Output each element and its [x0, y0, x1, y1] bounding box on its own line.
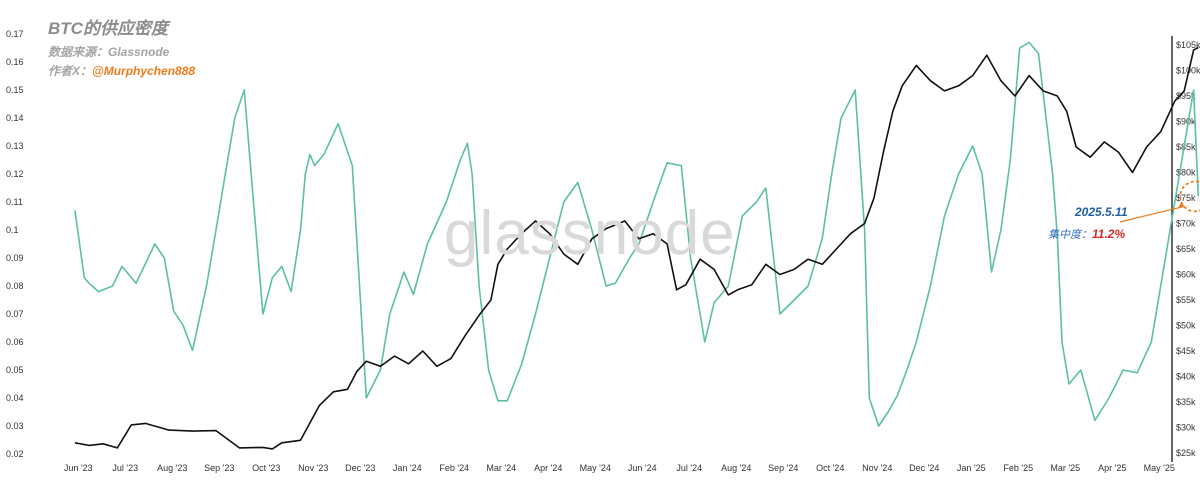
left-tick-label: 0.11 — [6, 197, 23, 207]
left-tick-label: 0.05 — [6, 365, 24, 375]
left-tick-label: 0.1 — [6, 225, 19, 235]
right-tick-label: $70k — [1176, 219, 1196, 229]
left-tick-label: 0.12 — [6, 169, 24, 179]
series-layer — [74, 41, 1200, 450]
left-axis: 0.02 0.03 0.04 0.05 0.06 0.07 0.08 0.09 0.1 0.11 0… — [6, 29, 24, 459]
left-tick-label: 0.16 — [6, 57, 24, 67]
x-tick-label: May '25 — [1144, 463, 1175, 473]
left-tick-label: 0.13 — [6, 141, 24, 151]
left-tick-label: 0.04 — [6, 393, 24, 403]
callout-circle — [1179, 180, 1200, 213]
x-tick-label: Dec '23 — [345, 463, 375, 473]
x-tick-label: Mar '25 — [1050, 463, 1080, 473]
right-tick-label: $105k — [1176, 40, 1200, 50]
x-tick-label: Jan '24 — [393, 463, 422, 473]
left-tick-label: 0.03 — [6, 421, 24, 431]
x-tick-label: Jul '23 — [112, 463, 138, 473]
x-tick-label: Apr '25 — [1098, 463, 1126, 473]
x-tick-label: Jun '24 — [628, 463, 657, 473]
right-tick-label: $85k — [1176, 142, 1196, 152]
callout-arrow-head — [1178, 202, 1185, 208]
x-axis: Jun '23 Jul '23 Aug '23 Sep '23 Oct '23 Nov '… — [64, 463, 1175, 473]
x-tick-label: Mar '24 — [486, 463, 516, 473]
annotation-concentration: 集中度：11.2% — [1048, 226, 1125, 242]
right-tick-label: $25k — [1176, 448, 1196, 458]
right-tick-label: $60k — [1176, 270, 1196, 280]
density-series-line — [74, 41, 1200, 427]
x-tick-label: Jun '23 — [64, 463, 93, 473]
right-tick-label: $45k — [1176, 346, 1196, 356]
left-tick-label: 0.08 — [6, 281, 24, 291]
author-line: 作者X：@Murphychen888 — [48, 62, 195, 79]
x-tick-label: Aug '23 — [157, 463, 187, 473]
left-tick-label: 0.09 — [6, 253, 24, 263]
x-tick-label: Oct '24 — [816, 463, 844, 473]
x-tick-label: Aug '24 — [721, 463, 751, 473]
right-tick-label: $90k — [1176, 117, 1196, 127]
right-tick-label: $35k — [1176, 397, 1196, 407]
right-tick-label: $80k — [1176, 168, 1196, 178]
right-tick-label: $30k — [1176, 423, 1196, 433]
x-tick-label: Jan '25 — [957, 463, 986, 473]
left-tick-label: 0.14 — [6, 113, 24, 123]
annotation-date: 2025.5.11 — [1075, 205, 1128, 219]
right-tick-label: $95k — [1176, 91, 1196, 101]
x-tick-label: Apr '24 — [534, 463, 562, 473]
author-prefix: 作者X： — [48, 64, 93, 78]
x-tick-label: Jul '24 — [676, 463, 702, 473]
watermark: glassnode — [444, 199, 736, 268]
right-tick-label: $40k — [1176, 372, 1196, 382]
annotation-value: 11.2% — [1092, 227, 1126, 241]
x-tick-label: Nov '24 — [862, 463, 892, 473]
left-tick-label: 0.02 — [6, 449, 24, 459]
x-tick-label: Sep '23 — [204, 463, 234, 473]
left-tick-label: 0.17 — [6, 29, 24, 39]
callout-layer — [1119, 180, 1200, 223]
chart-title: BTC的供应密度 — [48, 19, 168, 38]
x-tick-label: Oct '23 — [252, 463, 280, 473]
annotation-label: 集中度： — [1048, 229, 1092, 241]
x-tick-label: Nov '23 — [298, 463, 328, 473]
x-tick-label: Sep '24 — [768, 463, 798, 473]
x-tick-label: Dec '24 — [909, 463, 939, 473]
left-tick-label: 0.06 — [6, 337, 24, 347]
data-source: 数据来源：Glassnode — [48, 45, 170, 59]
author-handle: @Murphychen888 — [92, 64, 196, 78]
left-tick-label: 0.07 — [6, 309, 24, 319]
callout-arrow — [1119, 205, 1185, 223]
right-tick-label: $50k — [1176, 321, 1196, 331]
x-tick-label: May '24 — [580, 463, 611, 473]
right-tick-label: $75k — [1176, 193, 1196, 203]
right-tick-label: $65k — [1176, 244, 1196, 254]
price-series-line — [74, 46, 1199, 450]
x-tick-label: Feb '24 — [439, 463, 469, 473]
right-tick-label: $100k — [1176, 66, 1200, 76]
x-tick-label: Feb '25 — [1003, 463, 1033, 473]
right-tick-label: $55k — [1176, 295, 1196, 305]
left-tick-label: 0.15 — [6, 85, 24, 95]
